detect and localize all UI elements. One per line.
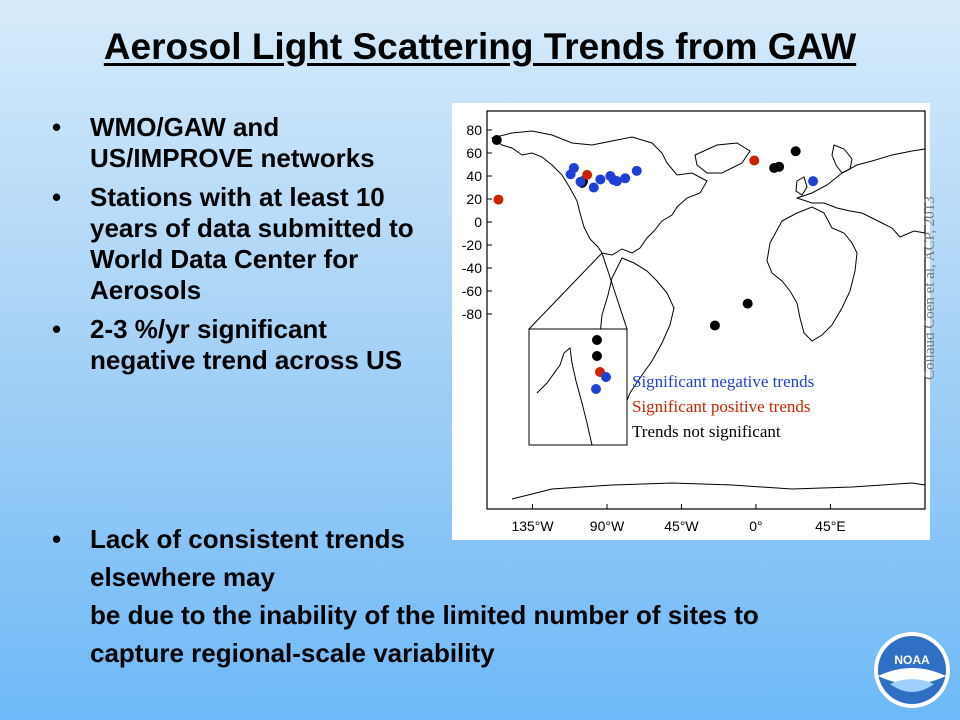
station-marker [742, 298, 753, 309]
station-marker [588, 182, 599, 193]
x-tick-label: 135°W [511, 518, 554, 534]
station-marker [582, 169, 593, 180]
y-tick-label: 20 [466, 191, 482, 207]
bullet-list: • WMO/GAW and US/IMPROVE networks • Statio… [52, 112, 432, 384]
station-markers [491, 135, 819, 331]
station-marker [611, 176, 622, 187]
station-marker [709, 320, 720, 331]
station-marker [595, 174, 606, 185]
slide-title: Aerosol Light Scattering Trends from GAW [103, 26, 857, 67]
station-marker [749, 155, 760, 166]
inset-station-marker [592, 351, 602, 361]
bullet-item: • WMO/GAW and US/IMPROVE networks [52, 112, 432, 174]
station-marker [575, 176, 586, 187]
y-axis-ticks: 80 60 40 20 0 -20 -40 -60 -80 [462, 122, 492, 322]
bullet-dot: • [52, 314, 62, 344]
bullet-text-rest: be due to the inability of the limited n… [90, 600, 759, 668]
legend-entry: Significant negative trends [632, 372, 814, 391]
inset-station-markers [591, 335, 611, 394]
y-tick-label: 80 [466, 122, 482, 138]
inset-station-marker [591, 384, 601, 394]
bullet-dot: • [52, 112, 62, 142]
legend-entry: Trends not significant [632, 422, 781, 441]
x-tick-label: 45°E [815, 518, 846, 534]
inset-connector-lines [528, 252, 628, 330]
station-marker [493, 194, 504, 205]
station-marker [491, 135, 502, 146]
noaa-logo-text: NOAA [894, 653, 930, 667]
station-map: 80 60 40 20 0 -20 -40 -60 -80 135°W 90°W 45°W 0° 45°… [462, 110, 926, 534]
plot-frame [486, 110, 926, 510]
inset-coastline [536, 347, 593, 446]
station-marker [631, 165, 642, 176]
inset-station-marker [592, 335, 602, 345]
noaa-logo: NOAA [874, 632, 950, 708]
bullet-item: • Lack of consistent trends elsewhere ma… [52, 520, 852, 672]
station-marker [808, 176, 819, 187]
x-tick-label: 45°W [664, 518, 699, 534]
citation-credit: Collaud Coen et al, ACP, 2013 [922, 196, 938, 380]
station-marker [565, 169, 576, 180]
y-tick-label: 40 [466, 168, 482, 184]
x-axis-ticks: 135°W 90°W 45°W 0° 45°E [511, 504, 846, 534]
y-tick-label: -60 [462, 283, 482, 299]
map-legend: Significant negative trends Significant p… [632, 372, 814, 441]
bullet-list-2: • Lack of consistent trends elsewhere ma… [52, 520, 852, 672]
y-tick-label: -80 [462, 306, 482, 322]
x-tick-label: 0° [749, 518, 762, 534]
world-map-figure: 80 60 40 20 0 -20 -40 -60 -80 135°W 90°W 45°W 0° 45°… [452, 103, 930, 540]
x-tick-label: 90°W [590, 518, 625, 534]
bullet-dot: • [52, 524, 62, 554]
inset-station-marker [601, 372, 611, 382]
y-tick-label: 60 [466, 145, 482, 161]
coastlines [490, 130, 926, 500]
bullet-text: Stations with at least 10 years of data … [90, 182, 414, 305]
station-marker [620, 173, 631, 184]
y-tick-label: 0 [474, 214, 482, 230]
bullet-dot: • [52, 182, 62, 212]
bullet-item: • 2-3 %/yr significant negative trend acr… [52, 314, 432, 376]
bullet-text: WMO/GAW and US/IMPROVE networks [90, 112, 375, 173]
bullet-item: • Stations with at least 10 years of data… [52, 182, 432, 306]
station-marker [790, 146, 801, 157]
bullet-text-line1: Lack of consistent trends elsewhere may [90, 524, 405, 592]
y-tick-label: -40 [462, 260, 482, 276]
y-tick-label: -20 [462, 237, 482, 253]
legend-entry: Significant positive trends [632, 397, 810, 416]
station-marker [774, 161, 785, 172]
bullet-text: 2-3 %/yr significant negative trend acro… [90, 314, 403, 375]
